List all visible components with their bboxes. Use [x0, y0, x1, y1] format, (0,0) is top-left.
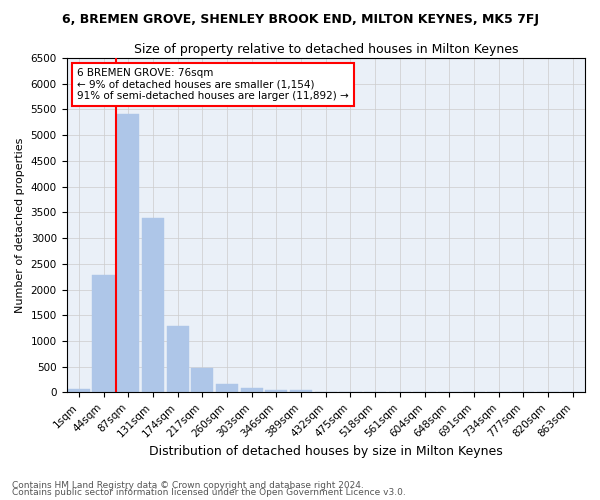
Bar — [167, 326, 189, 392]
Bar — [92, 275, 115, 392]
Text: 6, BREMEN GROVE, SHENLEY BROOK END, MILTON KEYNES, MK5 7FJ: 6, BREMEN GROVE, SHENLEY BROOK END, MILT… — [62, 12, 539, 26]
Text: Contains public sector information licensed under the Open Government Licence v3: Contains public sector information licen… — [12, 488, 406, 497]
Bar — [68, 388, 90, 392]
Y-axis label: Number of detached properties: Number of detached properties — [15, 138, 25, 313]
X-axis label: Distribution of detached houses by size in Milton Keynes: Distribution of detached houses by size … — [149, 444, 503, 458]
Bar — [290, 390, 312, 392]
Bar — [216, 384, 238, 392]
Bar — [117, 114, 139, 392]
Bar — [142, 218, 164, 392]
Title: Size of property relative to detached houses in Milton Keynes: Size of property relative to detached ho… — [134, 42, 518, 56]
Bar — [191, 368, 214, 392]
Bar — [265, 390, 287, 392]
Bar — [241, 388, 263, 392]
Text: Contains HM Land Registry data © Crown copyright and database right 2024.: Contains HM Land Registry data © Crown c… — [12, 480, 364, 490]
Text: 6 BREMEN GROVE: 76sqm
← 9% of detached houses are smaller (1,154)
91% of semi-de: 6 BREMEN GROVE: 76sqm ← 9% of detached h… — [77, 68, 349, 102]
